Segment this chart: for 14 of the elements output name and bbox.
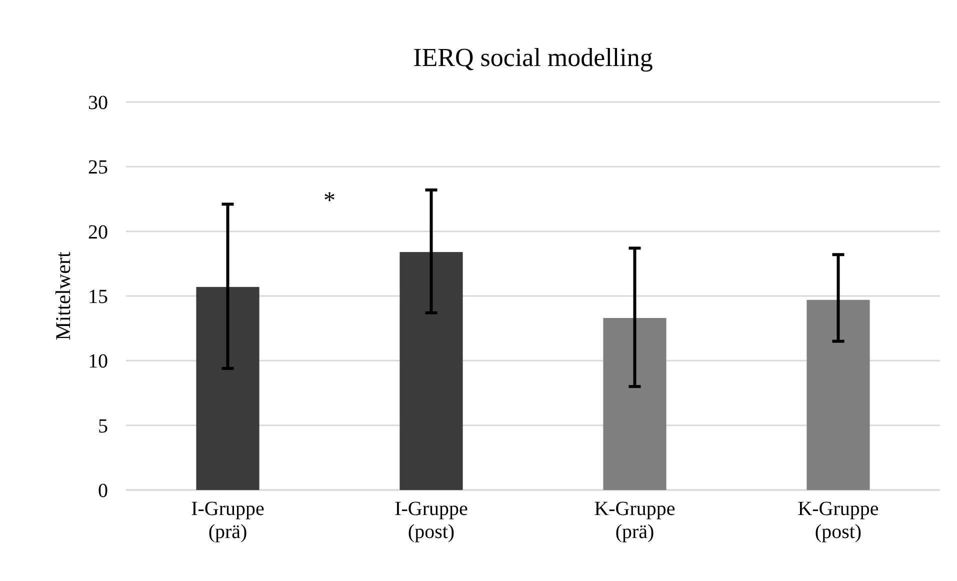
x-tick-label: I-Gruppe (post) <box>394 498 468 543</box>
y-tick-label: 0 <box>98 480 108 502</box>
x-tick-label: I-Gruppe (prä) <box>191 498 265 543</box>
annotation: * <box>324 188 336 214</box>
y-tick-label: 5 <box>98 415 108 438</box>
y-tick-label: 30 <box>88 92 108 114</box>
y-tick-label: 10 <box>88 350 108 373</box>
chart-title: IERQ social modelling <box>413 43 653 72</box>
x-tick-label: K-Gruppe (prä) <box>594 498 676 543</box>
y-axis-title: Mittelwert <box>51 252 75 340</box>
x-tick-label: K-Gruppe (post) <box>798 498 879 543</box>
y-tick-label: 25 <box>88 156 108 179</box>
y-tick-label: 20 <box>88 221 108 244</box>
y-tick-label: 15 <box>88 286 108 308</box>
